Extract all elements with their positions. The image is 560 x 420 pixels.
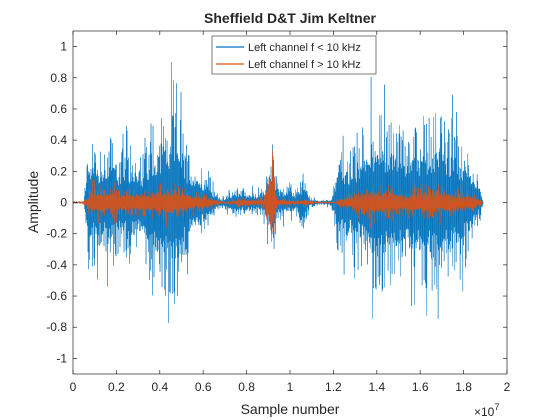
y-tick-label: -0.8 bbox=[46, 320, 67, 334]
y-tick-label: 0.2 bbox=[50, 164, 67, 178]
axes-layer: 0 0.2 0.4 0.6 0.8 1 1.2 1.4 1.6 1.8 2 -1 -0.8 -0.6 -0.… bbox=[46, 30, 511, 394]
chart-title: Sheffield D&T Jim Keltner bbox=[204, 10, 376, 26]
x-tick-label: 1.8 bbox=[455, 380, 472, 394]
series-line-1 bbox=[73, 62, 484, 323]
series-line-2 bbox=[73, 150, 484, 242]
y-tick-label: 1 bbox=[60, 40, 67, 54]
y-tick-label: 0.6 bbox=[50, 102, 67, 116]
x-tick-label: 0.6 bbox=[195, 380, 212, 394]
x-tick-label: 0.4 bbox=[151, 380, 168, 394]
x-axis-multiplier-base: ×10 bbox=[474, 405, 495, 419]
x-tick-label: 1 bbox=[287, 380, 294, 394]
legend-box bbox=[211, 35, 377, 75]
x-tick-label: 1.6 bbox=[412, 380, 429, 394]
x-axis-label: Sample number bbox=[241, 401, 340, 417]
x-tick-label: 0.8 bbox=[238, 380, 255, 394]
y-tick-label: 0 bbox=[60, 196, 67, 210]
y-tick-label: 0.8 bbox=[50, 71, 67, 85]
y-tick-label: -0.2 bbox=[46, 227, 67, 241]
y-axis-label: Amplitude bbox=[25, 171, 41, 233]
y-tick-label: -1 bbox=[56, 351, 67, 365]
x-tick-label: 2 bbox=[504, 380, 511, 394]
x-tick-label: 0 bbox=[70, 380, 77, 394]
x-axis-multiplier: ×107 bbox=[474, 402, 499, 419]
legend-label-series-2: Left channel f > 10 kHz bbox=[248, 59, 361, 71]
x-tick-label: 0.2 bbox=[108, 380, 125, 394]
x-tick-label: 1.2 bbox=[325, 380, 342, 394]
y-tick-label: -0.4 bbox=[46, 258, 67, 272]
x-axis-multiplier-exponent: 7 bbox=[494, 402, 499, 412]
series-layer bbox=[73, 62, 484, 323]
x-tick-label: 1.4 bbox=[368, 380, 385, 394]
legend: Left channel f < 10 kHz Left channel f >… bbox=[211, 35, 377, 75]
y-tick-label: -0.6 bbox=[46, 289, 67, 303]
legend-label-series-1: Left channel f < 10 kHz bbox=[248, 42, 361, 54]
y-tick-label: 0.4 bbox=[50, 133, 67, 147]
